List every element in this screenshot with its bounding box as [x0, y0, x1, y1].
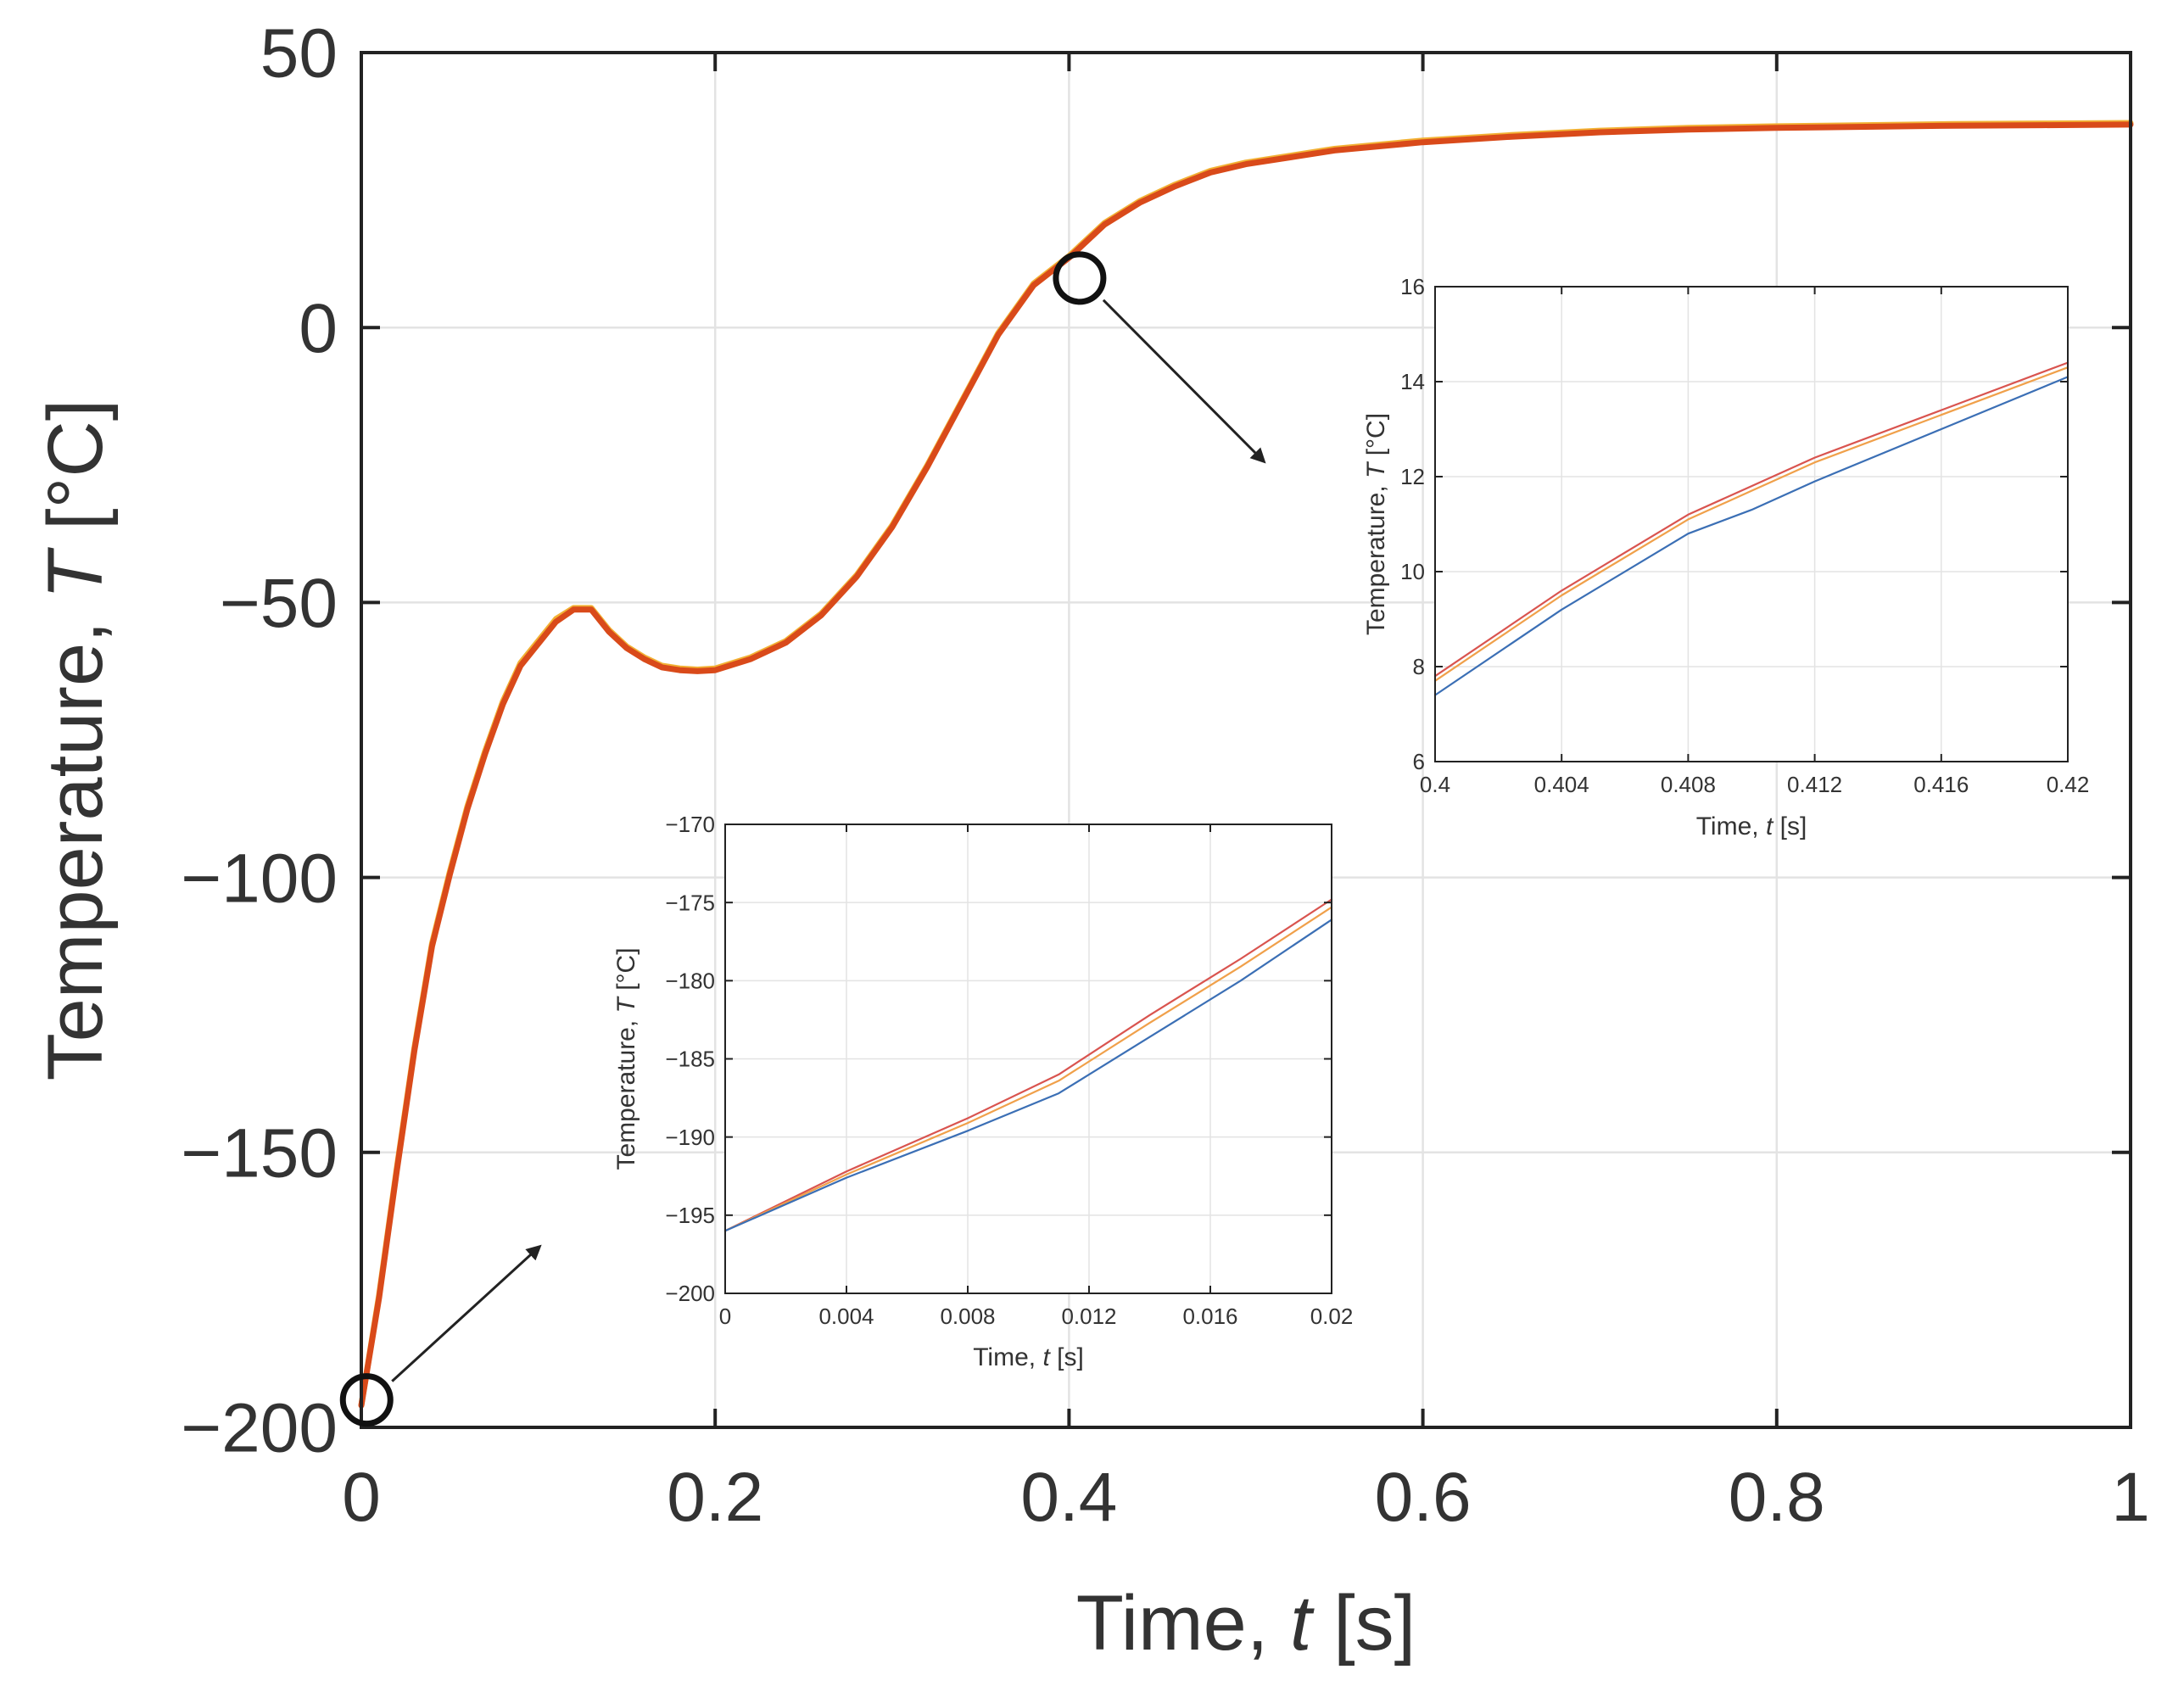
main-x-tick-label: 0.6	[1375, 1459, 1472, 1536]
inset_top-series-middle-line	[1433, 366, 2069, 682]
inset_bottom-y-axis-label-ylabel_var: T	[612, 995, 640, 1013]
inset_top-x-tick-label: 0.4	[1420, 772, 1450, 797]
inset_bottom-x-axis-label-xlabel_suffix: [s]	[1050, 1343, 1084, 1371]
main-series-series-2-line	[358, 121, 2134, 1409]
inset_top-x-tick-label: 0.42	[2047, 772, 2090, 797]
inset_bottom-x-axis-label: Time, t [s]	[973, 1343, 1084, 1371]
inset_bottom-series-lower-line	[723, 919, 1333, 1232]
inset_bottom-x-tick-label: 0.008	[940, 1304, 995, 1329]
main-y-tick-label: −100	[181, 840, 338, 917]
inset_bottom-x-tick-label: 0	[719, 1304, 731, 1329]
inset_top-y-tick-label: 8	[1413, 654, 1425, 679]
main-x-axis-label: Time, t [s]	[1076, 1580, 1416, 1667]
main-x-axis-label-xlabel_prefix: Time,	[1076, 1580, 1290, 1667]
inset_bottom-y-tick-label: −175	[665, 890, 715, 915]
inset_bottom-x-tick-label: 0.02	[1310, 1304, 1354, 1329]
inset_top-y-tick-label: 16	[1400, 274, 1425, 299]
zoom-arrow-top	[1102, 299, 1266, 464]
main-y-tick-label: 50	[260, 15, 338, 92]
main-y-tick-label: −150	[181, 1115, 338, 1192]
inset_bottom-y-tick-label: −190	[665, 1125, 715, 1150]
inset_top-x-tick-label: 0.408	[1661, 772, 1716, 797]
main-x-tick-label: 0.2	[667, 1459, 763, 1536]
inset_top-x-axis-label: Time, t [s]	[1696, 812, 1807, 840]
inset_top-x-axis-label-xlabel_var: t	[1766, 812, 1774, 840]
inset_bottom-x-tick-label: 0.004	[818, 1304, 874, 1329]
inset_bottom-y-axis-label-ylabel_prefix: Temperature,	[612, 1013, 640, 1170]
zoom-arrow-bottom	[391, 1244, 542, 1382]
inset_top-y-axis-label-ylabel_prefix: Temperature,	[1362, 478, 1390, 635]
main-axes-frame	[360, 51, 2132, 1429]
zoom-circle-1	[1053, 251, 1107, 305]
inset_top-y-tick-label: 14	[1400, 369, 1425, 394]
inset_top-x-tick-label: 0.416	[1913, 772, 1969, 797]
main-y-tick-label: −200	[181, 1390, 338, 1467]
main-y-axis-label-ylabel_prefix: Temperature,	[32, 600, 119, 1081]
inset_top-axes-frame	[1434, 286, 2069, 762]
main-x-tick-label: 0.8	[1729, 1459, 1825, 1536]
inset_bottom-y-tick-label: −200	[665, 1281, 715, 1306]
inset-top-plot: 0.4 0.404 0.408 0.412 0.416 0.42 16 14 12 10 8 6 Tim…	[1362, 274, 2089, 840]
inset_bottom-x-tick-label: 0.012	[1061, 1304, 1116, 1329]
inset_bottom-y-tick-label: −170	[665, 812, 715, 837]
inset_top-plot-area	[1435, 287, 2068, 762]
inset_bottom-y-tick-label: −180	[665, 968, 715, 993]
inset_bottom-series-middle-line	[723, 906, 1333, 1232]
main-x-tick-label: 0	[342, 1459, 381, 1536]
inset_bottom-y-axis-label-ylabel_suffix: [°C]	[612, 947, 640, 997]
main-y-axis-label: Temperature, T [°C]	[32, 399, 119, 1081]
inset_top-y-tick-label: 10	[1400, 559, 1425, 584]
inset_top-x-tick-label: 0.404	[1534, 772, 1589, 797]
inset_top-x-axis-label-xlabel_suffix: [s]	[1773, 812, 1807, 840]
inset_bottom-x-tick-label: 0.016	[1182, 1304, 1237, 1329]
inset_top-series-upper-line	[1433, 361, 2069, 678]
main-x-axis-label-xlabel_suffix: [s]	[1312, 1580, 1416, 1667]
zoom-annotations	[339, 251, 1266, 1427]
inset_bottom-y-axis-label: Temperature, T [°C]	[612, 947, 640, 1170]
main-y-tick-label: −50	[220, 565, 338, 642]
main-x-tick-label: 0.4	[1020, 1459, 1117, 1536]
inset_bottom-x-axis-label-xlabel_prefix: Time,	[973, 1343, 1042, 1371]
main-y-axis-label-ylabel_suffix: [°C]	[32, 399, 119, 552]
inset-bottom-plot: 0 0.004 0.008 0.012 0.016 0.02 −170 −175 −180 −18…	[612, 812, 1353, 1371]
main-y-axis-label-ylabel_var: T	[32, 547, 119, 600]
inset_top-y-tick-label: 6	[1413, 749, 1425, 774]
inset_top-y-axis-label-ylabel_var: T	[1362, 461, 1390, 478]
inset_top-x-tick-label: 0.412	[1787, 772, 1842, 797]
inset_bottom-y-tick-label: −195	[665, 1203, 715, 1228]
inset_top-y-tick-label: 12	[1400, 464, 1425, 489]
inset_top-y-axis-label-ylabel_suffix: [°C]	[1362, 413, 1390, 463]
zoom-circle-0	[339, 1373, 394, 1427]
main-y-tick-label: 0	[299, 290, 338, 367]
inset_top-series-lower-line	[1433, 376, 2069, 696]
inset_bottom-series-upper-line	[723, 898, 1333, 1232]
main-x-tick-label: 1	[2111, 1459, 2150, 1536]
inset_bottom-x-axis-label-xlabel_var: t	[1042, 1343, 1051, 1371]
main-x-axis-label-xlabel_var: t	[1290, 1580, 1315, 1667]
inset_top-y-axis-label: Temperature, T [°C]	[1362, 413, 1390, 635]
inset_bottom-y-tick-label: −185	[665, 1047, 715, 1072]
inset_top-x-axis-label-xlabel_prefix: Time,	[1696, 812, 1766, 840]
